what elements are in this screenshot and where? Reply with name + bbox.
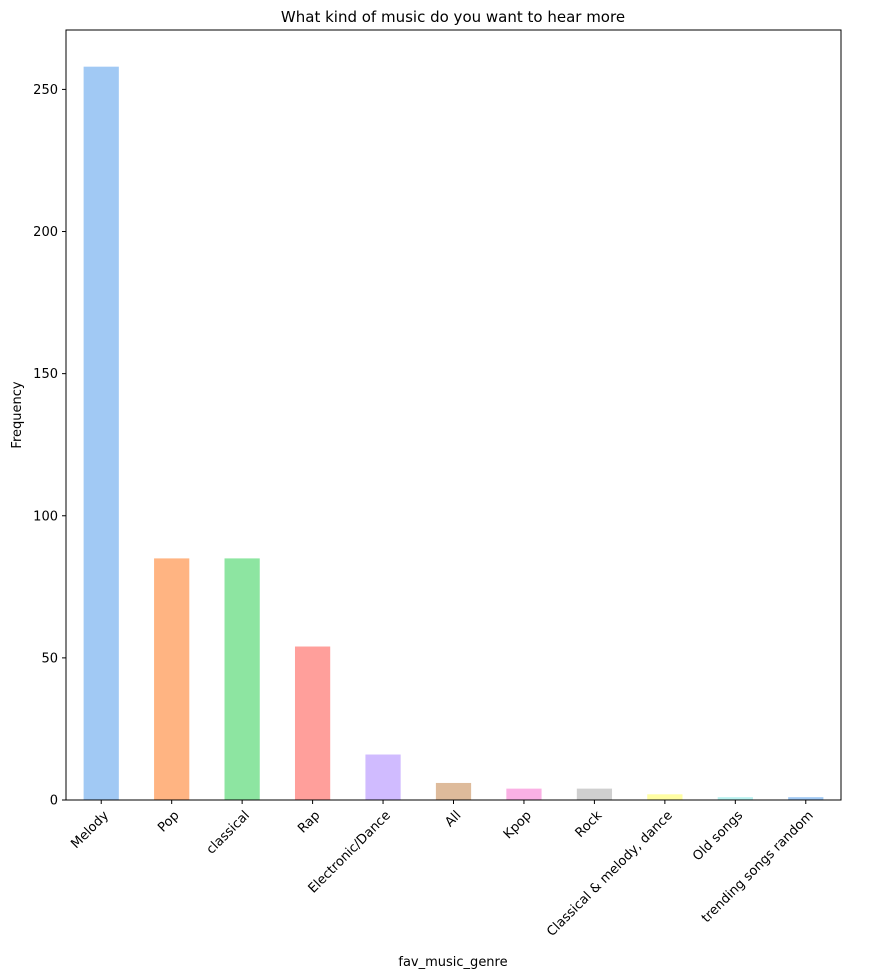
x-tick-label-6: Kpop bbox=[501, 808, 535, 842]
bar-7 bbox=[576, 788, 613, 800]
y-tick-label-2: 100 bbox=[33, 509, 58, 524]
bar-8 bbox=[647, 794, 683, 800]
bar-5 bbox=[435, 782, 472, 800]
bar-2 bbox=[224, 558, 260, 800]
y-tick-label-5: 250 bbox=[33, 83, 58, 98]
x-tick-label-8: Classical & melody, dance bbox=[544, 808, 676, 940]
x-tick-label-2: classical bbox=[204, 808, 253, 857]
x-tick-label-3: Rap bbox=[295, 808, 323, 836]
x-tick-label-9: Old songs bbox=[690, 808, 746, 864]
chart-title: What kind of music do you want to hear m… bbox=[281, 8, 625, 26]
y-tick-label-1: 50 bbox=[41, 651, 58, 666]
bars-group bbox=[83, 66, 824, 801]
x-tick-label-5: All bbox=[442, 808, 464, 830]
bar-1 bbox=[154, 558, 190, 800]
bar-10 bbox=[788, 797, 824, 800]
x-tick-label-7: Rock bbox=[573, 808, 606, 841]
x-axis-label: fav_music_genre bbox=[398, 955, 507, 970]
bar-4 bbox=[365, 754, 401, 800]
plot-frame bbox=[65, 29, 842, 801]
x-tick-label-1: Pop bbox=[155, 808, 182, 835]
bar-3 bbox=[294, 646, 331, 800]
y-tick-label-0: 0 bbox=[50, 794, 58, 809]
y-axis: 0 50 100 150 200 250 bbox=[33, 83, 66, 809]
y-tick-label-3: 150 bbox=[33, 367, 58, 382]
x-tick-label-0: Melody bbox=[68, 808, 112, 852]
bar-9 bbox=[717, 797, 753, 800]
bar-0 bbox=[83, 66, 119, 801]
y-tick-label-4: 200 bbox=[33, 225, 58, 240]
y-axis-label: Frequency bbox=[10, 381, 25, 448]
bar-6 bbox=[506, 788, 542, 800]
